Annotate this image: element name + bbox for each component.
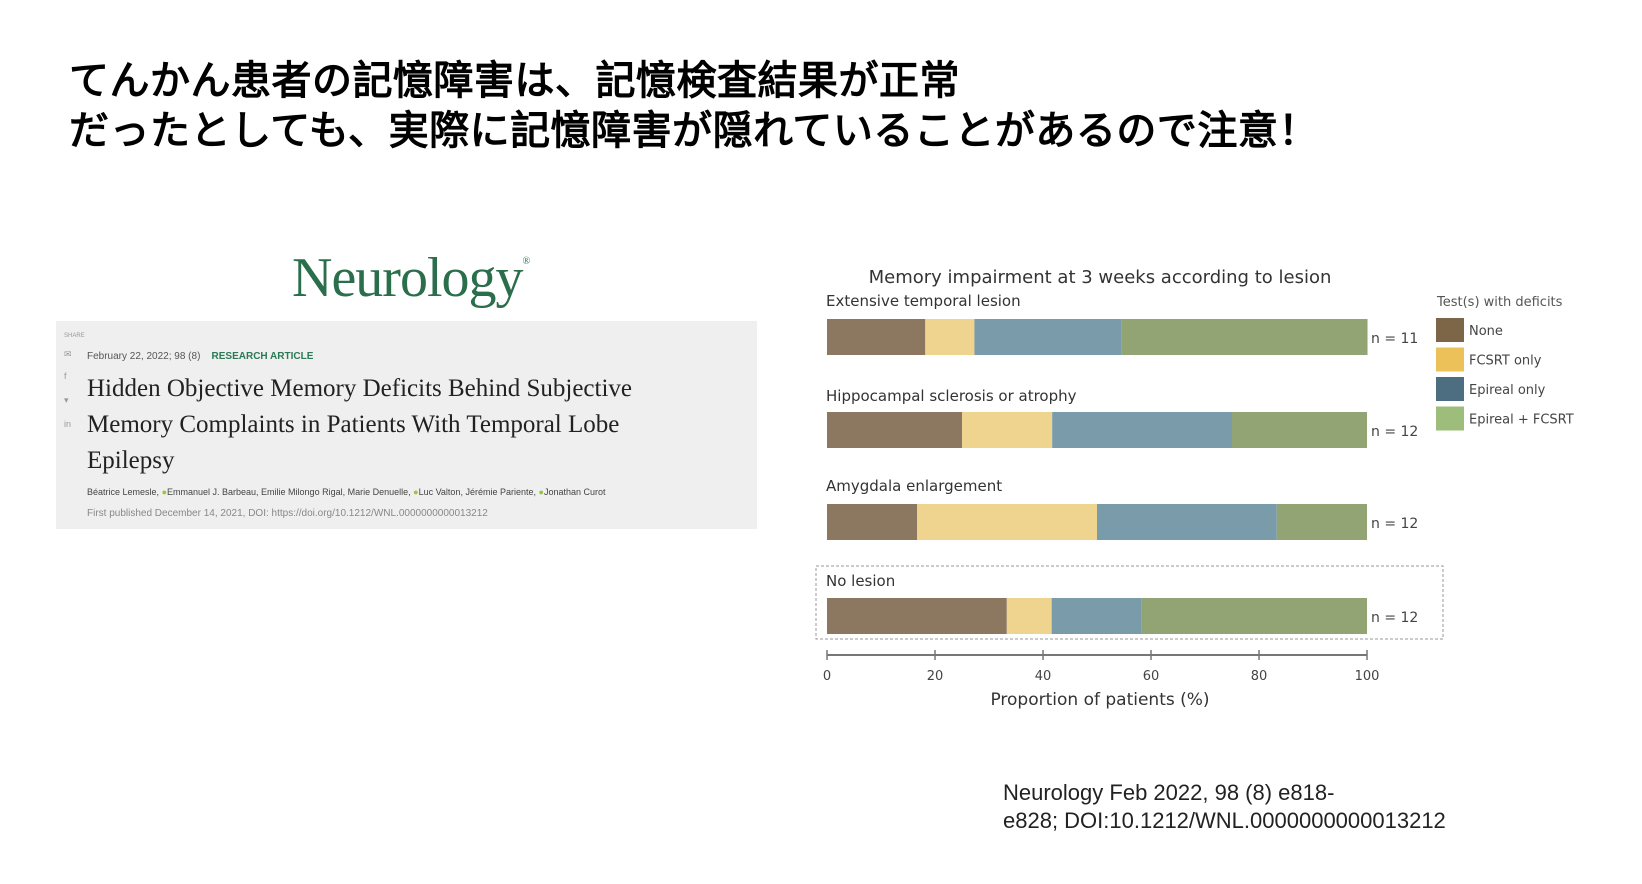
bar-segment-fcsrt-only: [1006, 598, 1052, 634]
chart-title: Memory impairment at 3 weeks according t…: [869, 267, 1332, 288]
category-label: Extensive temporal lesion: [826, 292, 1021, 310]
authors: Béatrice Lemesle, ●Emmanuel J. Barbeau, …: [87, 487, 605, 497]
registered-mark: ®: [522, 256, 531, 267]
published-info: First published December 14, 2021, DOI: …: [87, 508, 488, 519]
twitter-icon[interactable]: ▾: [64, 395, 69, 405]
neurology-logo: Neurology®: [292, 246, 531, 310]
x-axis-label: Proportion of patients (%): [990, 690, 1209, 710]
paper-header-card: SHARE ✉ f ▾ in February 22, 2022; 98 (8)…: [56, 321, 757, 529]
headline-line-1: てんかん患者の記憶障害は、記憶検査結果が正常: [69, 59, 960, 103]
share-label: SHARE: [64, 333, 85, 339]
n-label: n = 12: [1371, 424, 1418, 440]
legend-label: None: [1469, 324, 1503, 339]
linkedin-icon[interactable]: in: [64, 419, 72, 429]
bar-segment-fcsrt-only: [925, 319, 975, 355]
author[interactable]: Jonathan Curot: [543, 487, 606, 497]
bar-segment-epireal-only: [1052, 412, 1232, 448]
legend-label: FCSRT only: [1469, 354, 1542, 369]
mail-icon[interactable]: ✉: [64, 349, 72, 359]
orcid-icon: ●: [413, 487, 419, 497]
bar-segment-epireal-fcsrt: [1141, 598, 1367, 634]
author[interactable]: Luc Valton, Jérémie Pariente,: [418, 487, 536, 497]
author[interactable]: Béatrice Lemesle,: [87, 487, 160, 497]
bar-segment-fcsrt-only: [917, 504, 1097, 540]
article-type: RESEARCH ARTICLE: [211, 351, 314, 362]
facebook-icon[interactable]: f: [64, 371, 67, 381]
orcid-icon: ●: [538, 487, 544, 497]
x-tick-label: 0: [823, 669, 831, 684]
category-label: No lesion: [826, 572, 895, 590]
paper-title-line-2: Memory Complaints in Patients With Tempo…: [87, 411, 620, 438]
bar-segment-epireal-only: [1051, 598, 1142, 634]
legend-swatch: [1436, 318, 1464, 342]
x-tick-label: 60: [1143, 669, 1160, 684]
bar-segment-none: [827, 319, 926, 355]
bar-segment-epireal-only: [974, 319, 1122, 355]
issue-info: February 22, 2022; 98 (8) RESEARCH ARTIC…: [87, 351, 313, 362]
category-label: Hippocampal sclerosis or atrophy: [826, 387, 1077, 405]
legend-label: Epireal only: [1469, 383, 1546, 398]
legend-swatch: [1436, 347, 1464, 372]
legend-swatch: [1436, 377, 1464, 401]
legend-label: Epireal + FCSRT: [1469, 413, 1574, 428]
x-tick-label: 80: [1251, 669, 1268, 684]
bar-segment-epireal-fcsrt: [1276, 504, 1367, 540]
n-label: n = 12: [1371, 516, 1418, 532]
legend-swatch: [1436, 406, 1464, 431]
logo-text: Neurology: [292, 247, 524, 309]
bar-segment-none: [827, 598, 1007, 634]
headline-line-2: だったとしても、実際に記憶障害が隠れていることがあるので注意！: [69, 109, 1319, 153]
x-tick-label: 20: [927, 669, 944, 684]
x-tick-label: 100: [1355, 669, 1380, 684]
author[interactable]: Emmanuel J. Barbeau, Emilie Milongo Riga…: [167, 487, 411, 497]
bar-segment-none: [827, 412, 962, 448]
bar-segment-fcsrt-only: [962, 412, 1053, 448]
issue-date: February 22, 2022; 98 (8): [87, 351, 201, 362]
category-label: Amygdala enlargement: [826, 477, 1002, 495]
bar-segment-epireal-only: [1097, 504, 1277, 540]
bar-segment-epireal-fcsrt: [1121, 319, 1368, 355]
n-label: n = 11: [1371, 331, 1418, 347]
paper-title-line-3: Epilepsy: [87, 447, 175, 474]
paper-title-line-1: Hidden Objective Memory Deficits Behind …: [87, 375, 633, 402]
legend-title: Test(s) with deficits: [1436, 295, 1563, 310]
citation-line-1: Neurology Feb 2022, 98 (8) e818-: [1003, 780, 1335, 805]
bar-segment-epireal-fcsrt: [1232, 412, 1367, 448]
orcid-icon: ●: [161, 487, 167, 497]
bar-segment-none: [827, 504, 918, 540]
x-tick-label: 40: [1035, 669, 1052, 684]
citation-line-2: e828; DOI:10.1212/WNL.0000000000013212: [1003, 808, 1446, 833]
n-label: n = 12: [1371, 610, 1418, 626]
